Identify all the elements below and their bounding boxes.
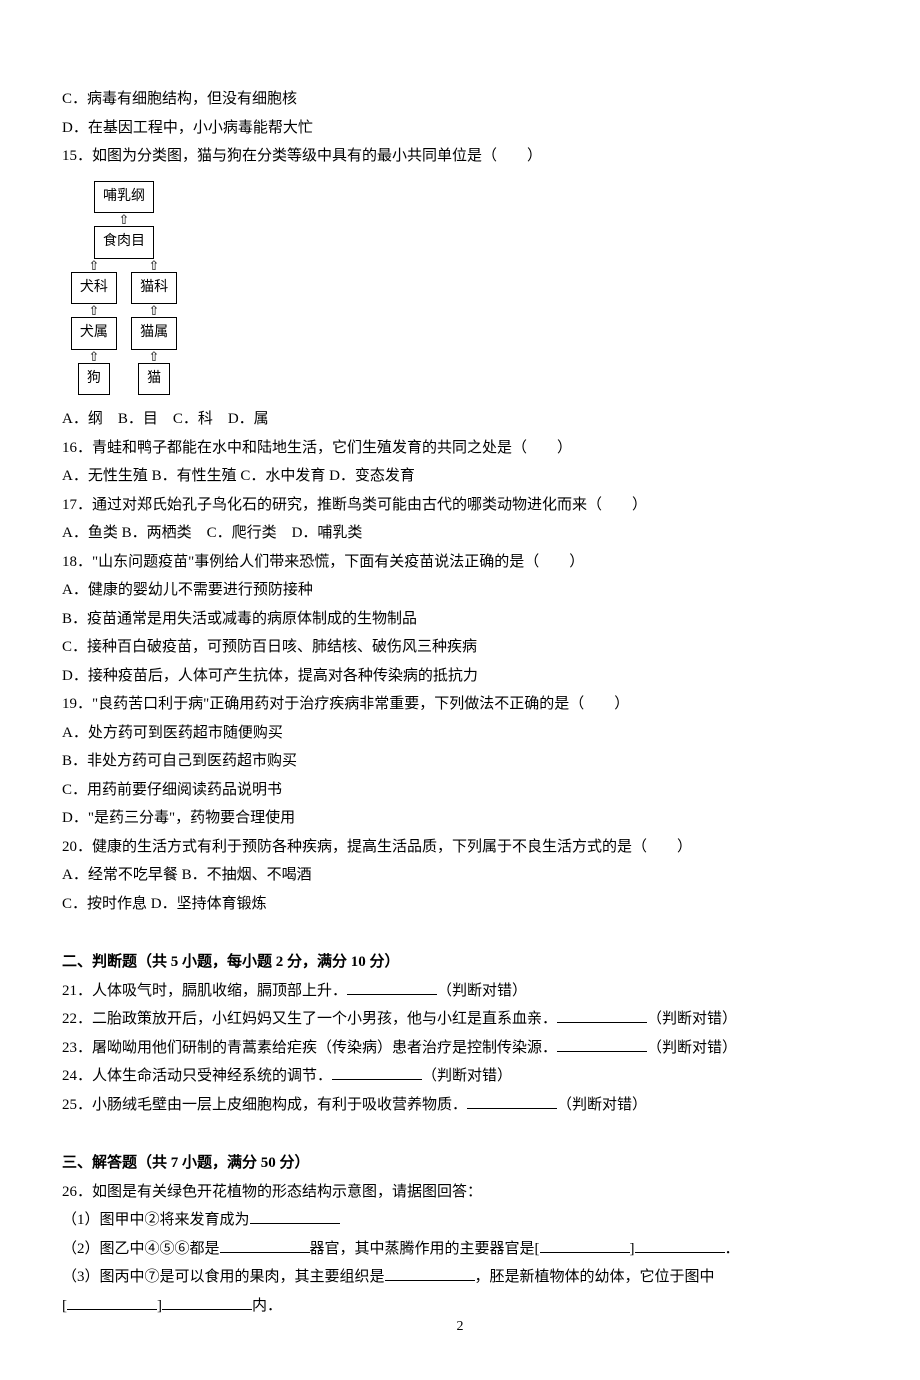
q21: 21．人体吸气时，膈肌收缩，膈顶部上升． （判断对错） <box>62 977 858 1006</box>
q24-blank[interactable] <box>332 1065 422 1080</box>
tree-node-class: 哺乳纲 <box>94 181 154 214</box>
tree-node-family-dog: 犬科 <box>71 272 117 305</box>
q26-part3: （3）图丙中⑦是可以食用的果肉，其主要组织是 ，胚是新植物体的幼体，它位于图中 <box>62 1263 858 1292</box>
q26-p3-text-e: 内． <box>252 1298 282 1314</box>
tree-node-order: 食肉目 <box>94 226 154 259</box>
q24-text: 24．人体生命活动只受神经系统的调节． <box>62 1068 332 1084</box>
q22: 22．二胎政策放开后，小红妈妈又生了一个小男孩，他与小红是直系血亲． （判断对错） <box>62 1005 858 1034</box>
q15-options: A．纲 B．目 C．科 D．属 <box>62 405 858 434</box>
q26-part2: （2）图乙中④⑤⑥都是器官，其中蒸腾作用的主要器官是[]． <box>62 1235 858 1264</box>
q17-options: A．鱼类 B．两栖类 C．爬行类 D．哺乳类 <box>62 519 858 548</box>
q26-p2-blank1[interactable] <box>220 1238 310 1253</box>
q22-suffix: （判断对错） <box>647 1011 737 1027</box>
tree-connector-split: ⇧⇧ <box>64 304 184 317</box>
tree-node-genus-dog: 犬属 <box>71 317 117 350</box>
q21-text: 21．人体吸气时，膈肌收缩，膈顶部上升． <box>62 983 347 999</box>
q14-option-d: D．在基因工程中，小小病毒能帮大忙 <box>62 114 858 143</box>
q15-stem: 15．如图为分类图，猫与狗在分类等级中具有的最小共同单位是（ ） <box>62 142 858 171</box>
q26-stem: 26．如图是有关绿色开花植物的形态结构示意图，请据图回答： <box>62 1178 858 1207</box>
tree-connector-split: ⇧⇧ <box>64 350 184 363</box>
q18-option-b: B．疫苗通常是用失活或减毒的病原体制成的生物制品 <box>62 605 858 634</box>
q23-suffix: （判断对错） <box>647 1040 737 1056</box>
q24-suffix: （判断对错） <box>422 1068 512 1084</box>
q26-p2-text-d: ． <box>725 1241 740 1257</box>
q26-p3-bracket-blank[interactable] <box>67 1295 157 1310</box>
q26-part1: （1）图甲中②将来发育成为 <box>62 1206 858 1235</box>
tree-node-family-cat: 猫科 <box>131 272 177 305</box>
classification-tree-diagram: 哺乳纲 ⇧ 食肉目 ⇧⇧ 犬科 猫科 ⇧⇧ 犬属 猫属 ⇧⇧ 狗 猫 <box>64 181 184 396</box>
q22-text: 22．二胎政策放开后，小红妈妈又生了一个小男孩，他与小红是直系血亲． <box>62 1011 557 1027</box>
tree-node-genus-cat: 猫属 <box>131 317 177 350</box>
q19-option-b: B．非处方药可自己到医药超市购买 <box>62 747 858 776</box>
q21-blank[interactable] <box>347 980 437 995</box>
q26-p2-blank2[interactable] <box>635 1238 725 1253</box>
q23: 23．屠呦呦用他们研制的青蒿素给疟疾（传染病）患者治疗是控制传染源． （判断对错） <box>62 1034 858 1063</box>
q26-p2-text-a: （2）图乙中④⑤⑥都是 <box>62 1241 220 1257</box>
q26-p3-text-a: （3）图丙中⑦是可以食用的果肉，其主要组织是 <box>62 1269 385 1285</box>
q26-p1-blank[interactable] <box>250 1209 340 1224</box>
tree-node-species-cat: 猫 <box>138 363 170 396</box>
q23-blank[interactable] <box>557 1037 647 1052</box>
section-3-heading: 三、解答题（共 7 小题，满分 50 分） <box>62 1149 858 1178</box>
q18-option-a: A．健康的婴幼儿不需要进行预防接种 <box>62 576 858 605</box>
q26-p2-bracket-blank[interactable] <box>540 1238 630 1253</box>
q19-option-c: C．用药前要仔细阅读药品说明书 <box>62 776 858 805</box>
q20-stem: 20．健康的生活方式有利于预防各种疾病，提高生活品质，下列属于不良生活方式的是（… <box>62 833 858 862</box>
q25: 25．小肠绒毛壁由一层上皮细胞构成，有利于吸收营养物质． （判断对错） <box>62 1091 858 1120</box>
q18-option-d: D．接种疫苗后，人体可产生抗体，提高对各种传染病的抵抗力 <box>62 662 858 691</box>
q24: 24．人体生命活动只受神经系统的调节． （判断对错） <box>62 1062 858 1091</box>
section-2-heading: 二、判断题（共 5 小题，每小题 2 分，满分 10 分） <box>62 948 858 977</box>
q26-p2-text-b: 器官，其中蒸腾作用的主要器官是[ <box>310 1241 540 1257</box>
q19-stem: 19．"良药苦口利于病"正确用药对于治疗疾病非常重要，下列做法不正确的是（ ） <box>62 690 858 719</box>
q19-option-d: D．"是药三分毒"，药物要合理使用 <box>62 804 858 833</box>
q25-text: 25．小肠绒毛壁由一层上皮细胞构成，有利于吸收营养物质． <box>62 1097 467 1113</box>
tree-node-species-dog: 狗 <box>78 363 110 396</box>
q22-blank[interactable] <box>557 1008 647 1023</box>
q14-option-c: C．病毒有细胞结构，但没有细胞核 <box>62 85 858 114</box>
tree-connector-split: ⇧⇧ <box>64 259 184 272</box>
tree-connector: ⇧ <box>64 213 184 226</box>
q26-p3-blank1[interactable] <box>385 1266 475 1281</box>
q20-options-line2: C．按时作息 D．坚持体育锻炼 <box>62 890 858 919</box>
q19-option-a: A．处方药可到医药超市随便购买 <box>62 719 858 748</box>
q25-blank[interactable] <box>467 1094 557 1109</box>
q26-p3-blank2[interactable] <box>162 1295 252 1310</box>
q18-option-c: C．接种百白破疫苗，可预防百日咳、肺结核、破伤风三种疾病 <box>62 633 858 662</box>
q17-stem: 17．通过对郑氏始孔子鸟化石的研究，推断鸟类可能由古代的哪类动物进化而来（ ） <box>62 491 858 520</box>
q25-suffix: （判断对错） <box>557 1097 647 1113</box>
q23-text: 23．屠呦呦用他们研制的青蒿素给疟疾（传染病）患者治疗是控制传染源． <box>62 1040 557 1056</box>
q20-options-line1: A．经常不吃早餐 B．不抽烟、不喝酒 <box>62 861 858 890</box>
q16-options: A．无性生殖 B．有性生殖 C．水中发育 D．变态发育 <box>62 462 858 491</box>
q26-p1-text: （1）图甲中②将来发育成为 <box>62 1212 250 1228</box>
q21-suffix: （判断对错） <box>437 983 527 999</box>
q18-stem: 18．"山东问题疫苗"事例给人们带来恐慌，下面有关疫苗说法正确的是（ ） <box>62 548 858 577</box>
page-number: 2 <box>457 1314 464 1341</box>
q26-p3-text-b: ，胚是新植物体的幼体，它位于图中 <box>475 1269 715 1285</box>
q16-stem: 16．青蛙和鸭子都能在水中和陆地生活，它们生殖发育的共同之处是（ ） <box>62 434 858 463</box>
